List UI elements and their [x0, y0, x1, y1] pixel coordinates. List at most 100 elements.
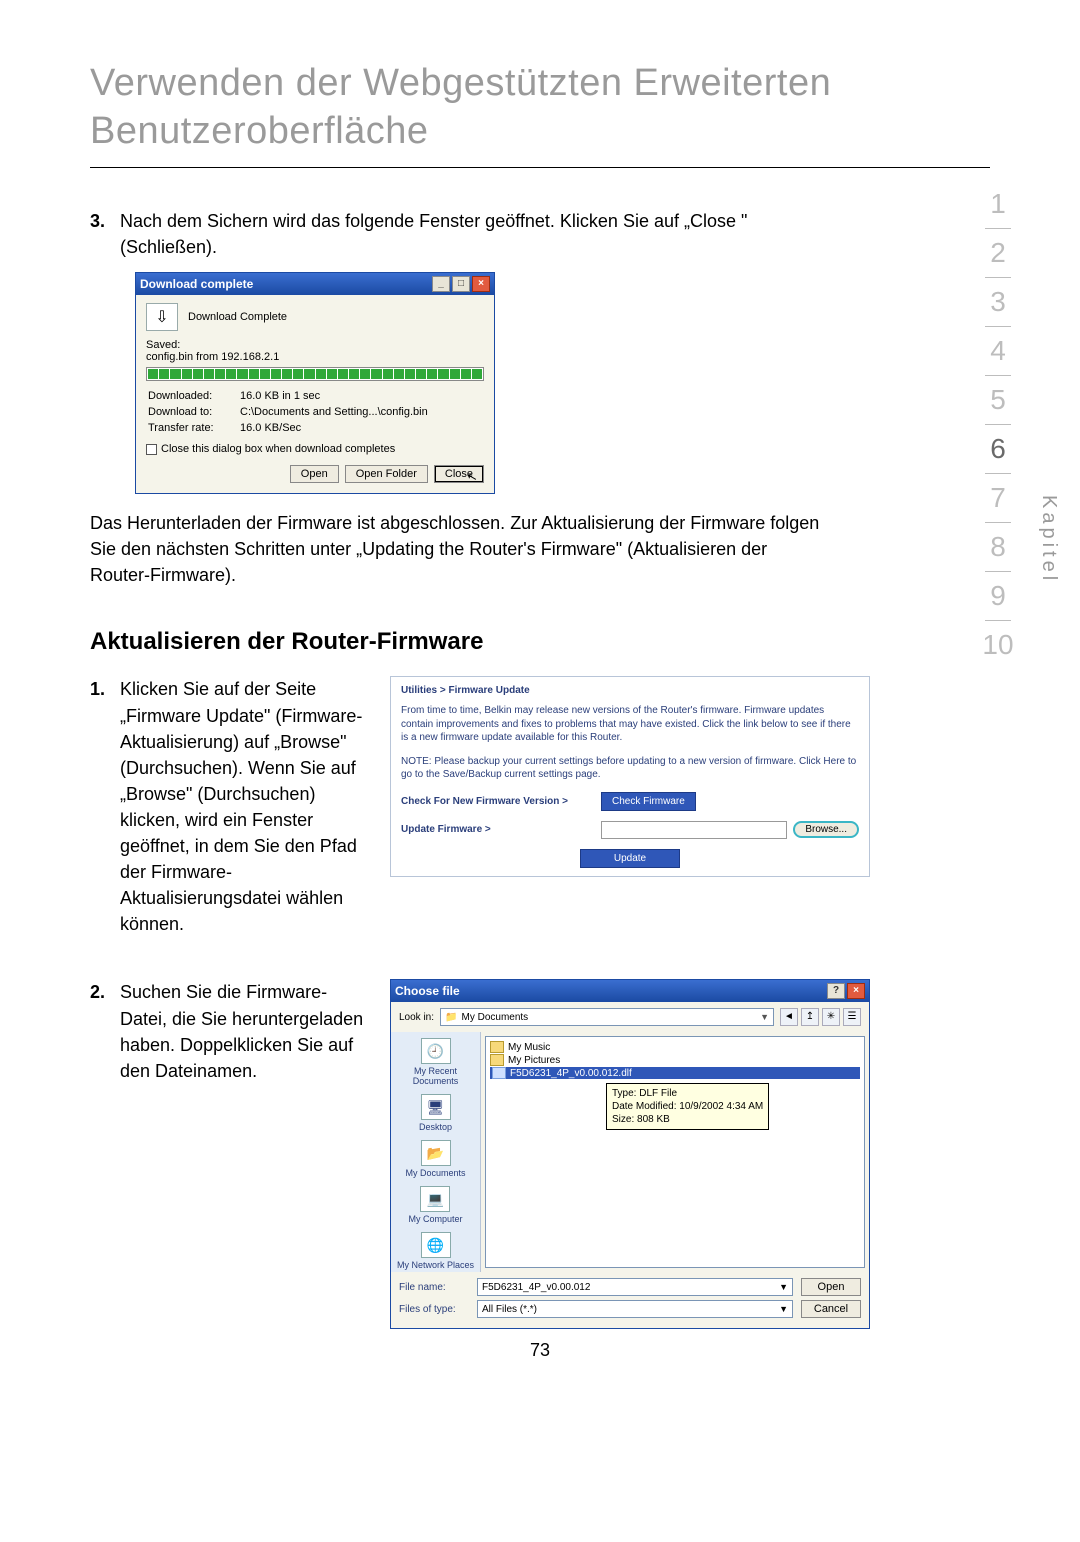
progress-bar: [146, 367, 484, 381]
step-3-text: Nach dem Sichern wird das folgende Fenst…: [120, 208, 830, 260]
sidebar-mydocs[interactable]: 📂 My Documents: [405, 1140, 465, 1178]
list-item-label: My Music: [508, 1042, 550, 1053]
downloaded-label: Downloaded:: [148, 389, 238, 403]
chapter-nav-item-10[interactable]: 10: [978, 621, 1018, 669]
lookin-select[interactable]: 📁 My Documents ▼: [440, 1008, 774, 1026]
saved-value: config.bin from 192.168.2.1: [146, 351, 484, 363]
view-button[interactable]: ☰: [843, 1008, 861, 1026]
dialog-title: Download complete: [140, 277, 253, 291]
sidebar-mycomp[interactable]: 💻 My Computer: [408, 1186, 462, 1224]
page-number: 73: [530, 1340, 550, 1361]
breadcrumb: Utilities > Firmware Update: [401, 685, 859, 696]
list-item-selected[interactable]: F5D6231_4P_v0.00.012.dlf: [490, 1067, 860, 1079]
transfer-rate-label: Transfer rate:: [148, 421, 238, 435]
chapter-label: Kapitel: [1037, 495, 1060, 584]
step-1-num: 1.: [90, 676, 120, 937]
maximize-button[interactable]: □: [452, 276, 470, 292]
download-status: Download Complete: [188, 311, 287, 323]
sidebar-mynet-label: My Network Places: [397, 1260, 474, 1270]
list-item-label: My Pictures: [508, 1055, 560, 1066]
choose-file-title: Choose file: [395, 984, 460, 998]
chapter-nav-item-9[interactable]: 9: [978, 572, 1018, 620]
page-title: Verwenden der Webgestützten Erweiterten …: [90, 60, 990, 168]
filetype-label: Files of type:: [399, 1304, 469, 1315]
chapter-nav-item-8[interactable]: 8: [978, 523, 1018, 571]
close-checkbox-row[interactable]: Close this dialog box when download comp…: [146, 443, 484, 455]
open-folder-button[interactable]: Open Folder: [345, 465, 428, 483]
chapter-nav-item-3[interactable]: 3: [978, 278, 1018, 326]
check-firmware-label: Check For New Firmware Version >: [401, 796, 601, 807]
help-button[interactable]: ?: [827, 983, 845, 999]
filename-input[interactable]: F5D6231_4P_v0.00.012 ▼: [477, 1278, 793, 1296]
downloaded-value: 16.0 KB in 1 sec: [240, 389, 482, 403]
checkbox-icon[interactable]: [146, 444, 157, 455]
mycomp-icon: 💻: [420, 1186, 450, 1212]
step-2-num: 2.: [90, 979, 120, 1083]
folder-icon: [490, 1054, 504, 1066]
sidebar-mynet[interactable]: 🌐 My Network Places: [397, 1232, 474, 1270]
tooltip-line: Date Modified: 10/9/2002 4:34 AM: [612, 1100, 763, 1113]
cancel-button[interactable]: Cancel: [801, 1300, 861, 1318]
firmware-update-panel: Utilities > Firmware Update From time to…: [390, 676, 870, 877]
sidebar-desktop[interactable]: 🖥 Desktop: [419, 1094, 452, 1132]
update-firmware-label: Update Firmware >: [401, 824, 601, 835]
choose-file-close-button[interactable]: ×: [847, 983, 865, 999]
chapter-nav-item-5[interactable]: 5: [978, 376, 1018, 424]
saved-label: Saved:: [146, 339, 484, 351]
minimize-button[interactable]: _: [432, 276, 450, 292]
new-folder-button[interactable]: ✳: [822, 1008, 840, 1026]
sidebar-recent-label: My Recent Documents: [391, 1066, 480, 1086]
filetype-value: All Files (*.*): [482, 1304, 537, 1315]
lookin-value: My Documents: [461, 1012, 528, 1023]
chapter-nav-item-7[interactable]: 7: [978, 474, 1018, 522]
download-icon: ⇩: [146, 303, 178, 331]
up-button[interactable]: ↥: [801, 1008, 819, 1026]
open-file-button[interactable]: Open: [801, 1278, 861, 1296]
step-2-text: Suchen Sie die Firmware-Datei, die Sie h…: [120, 979, 370, 1083]
download-complete-dialog: Download complete _ □ × ⇩ Download Compl…: [135, 272, 495, 494]
chapter-nav-item-4[interactable]: 4: [978, 327, 1018, 375]
recent-icon: 🕘: [421, 1038, 451, 1064]
section-heading-firmware: Aktualisieren der Router-Firmware: [90, 628, 830, 656]
step-2: 2. Suchen Sie die Firmware-Datei, die Si…: [90, 979, 370, 1083]
sidebar-mycomp-label: My Computer: [408, 1214, 462, 1224]
chapter-nav-item-6[interactable]: 6: [978, 425, 1018, 473]
cursor-icon: ↖: [465, 469, 478, 485]
sidebar-recent[interactable]: 🕘 My Recent Documents: [391, 1038, 480, 1086]
lookin-label: Look in:: [399, 1012, 434, 1023]
choose-file-titlebar: Choose file ? ×: [391, 980, 869, 1002]
sidebar-mydocs-label: My Documents: [405, 1168, 465, 1178]
transfer-rate-value: 16.0 KB/Sec: [240, 421, 482, 435]
open-button[interactable]: Open: [290, 465, 339, 483]
firmware-path-input[interactable]: [601, 821, 787, 839]
file-icon: [492, 1067, 506, 1079]
dialog-titlebar: Download complete _ □ ×: [136, 273, 494, 295]
step-3-paragraph: Das Herunterladen der Firmware ist abges…: [90, 510, 830, 588]
download-details: Downloaded: 16.0 KB in 1 sec Download to…: [146, 387, 484, 437]
chapter-nav-item-2[interactable]: 2: [978, 229, 1018, 277]
filename-value: F5D6231_4P_v0.00.012: [482, 1282, 590, 1293]
download-to-value: C:\Documents and Setting...\config.bin: [240, 405, 482, 419]
file-list[interactable]: My Music My Pictures F5D6231_4P_v0.00.01…: [485, 1036, 865, 1268]
list-item-label: F5D6231_4P_v0.00.012.dlf: [510, 1068, 632, 1079]
firmware-note-2: NOTE: Please backup your current setting…: [401, 755, 859, 782]
step-3: 3. Nach dem Sichern wird das folgende Fe…: [90, 208, 830, 260]
list-item[interactable]: My Music: [490, 1041, 860, 1053]
close-checkbox-label: Close this dialog box when download comp…: [161, 443, 395, 455]
filetype-select[interactable]: All Files (*.*) ▼: [477, 1300, 793, 1318]
chevron-down-icon: ▼: [760, 1012, 769, 1022]
update-button[interactable]: Update: [580, 849, 680, 868]
chapter-nav-item-1[interactable]: 1: [978, 180, 1018, 228]
back-button[interactable]: ◄: [780, 1008, 798, 1026]
tooltip-line: Size: 808 KB: [612, 1113, 763, 1126]
mynet-icon: 🌐: [421, 1232, 451, 1258]
close-file-button[interactable]: Close ↖: [434, 465, 484, 483]
sidebar-desktop-label: Desktop: [419, 1122, 452, 1132]
folder-icon: 📁: [445, 1012, 457, 1023]
firmware-note-1: From time to time, Belkin may release ne…: [401, 704, 859, 745]
check-firmware-button[interactable]: Check Firmware: [601, 792, 696, 811]
file-tooltip: Type: DLF File Date Modified: 10/9/2002 …: [606, 1083, 769, 1130]
close-button[interactable]: ×: [472, 276, 490, 292]
list-item[interactable]: My Pictures: [490, 1054, 860, 1066]
browse-button[interactable]: Browse...: [793, 821, 859, 838]
